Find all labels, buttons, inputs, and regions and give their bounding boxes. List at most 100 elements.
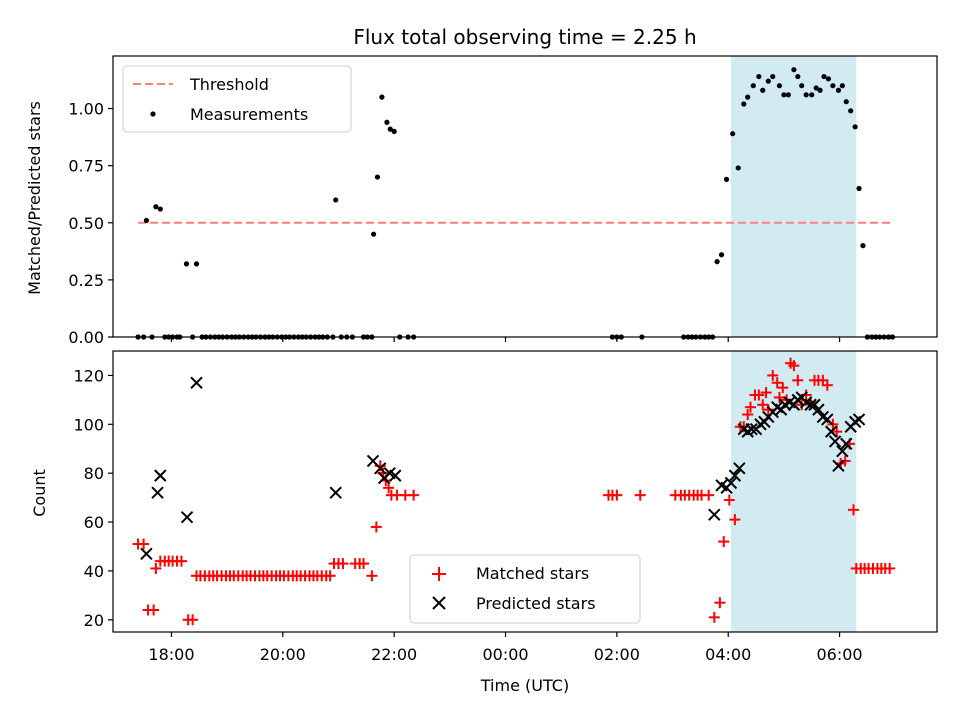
top-x-ticks xyxy=(170,337,841,342)
bottom-x-tick-label: 02:00 xyxy=(594,645,640,664)
bottom-legend-box xyxy=(409,554,641,624)
predicted-star-point xyxy=(190,376,203,389)
bottom-y-tick-label: 120 xyxy=(73,366,104,385)
bottom-x-tick-label: 00:00 xyxy=(482,645,528,664)
measurement-point xyxy=(730,131,736,137)
bottom-x-tick-label: 22:00 xyxy=(371,645,417,664)
measurement-point xyxy=(799,83,805,89)
top-axes-frame xyxy=(112,55,938,338)
matched-star-point xyxy=(703,489,715,501)
bottom-y-tick-label: 100 xyxy=(73,415,104,434)
predicted-star-point xyxy=(804,398,817,411)
measurement-point xyxy=(153,204,159,210)
matched-star-point xyxy=(708,611,720,623)
measurement-point xyxy=(183,261,190,267)
predicted-legend-swatch xyxy=(432,596,446,610)
measurement-point xyxy=(374,174,381,180)
measurement-point xyxy=(803,92,809,98)
measurement-point xyxy=(821,73,827,80)
measurement-point xyxy=(770,73,776,80)
top-panel: 0.00 0.25 0.50 0.75 1.00 Matched/Predicted s… xyxy=(25,55,938,347)
bottom-y-tick-label: 80 xyxy=(84,464,104,483)
matched-star-point xyxy=(729,514,741,526)
measurement-point xyxy=(860,243,866,249)
matched-star-point xyxy=(767,369,779,381)
bottom-x-ticks: 18:00 20:00 22:00 00:00 02:00 04:00 06:00 xyxy=(148,632,863,664)
bottom-shaded-region xyxy=(731,351,857,632)
measurement-point xyxy=(809,92,815,98)
predicted-legend-label: Predicted stars xyxy=(476,594,596,613)
top-y-axis-label: Matched/Predicted stars xyxy=(25,101,44,295)
measurement-point xyxy=(718,252,725,258)
bottom-y-axis-label: Count xyxy=(30,469,49,517)
predicted-star-point xyxy=(745,422,758,436)
predicted-star-point xyxy=(140,547,153,561)
predicted-stars-points xyxy=(140,376,866,561)
matched-star-point xyxy=(821,379,833,391)
bottom-x-axis-label: Time (UTC) xyxy=(480,676,569,695)
matched-star-point xyxy=(742,409,754,421)
measurement-point xyxy=(785,92,791,98)
matched-star-point xyxy=(723,494,735,506)
predicted-star-point xyxy=(840,437,853,451)
measurement-point xyxy=(856,185,862,192)
matched-star-point xyxy=(370,521,382,533)
top-y-tick-label: 0.25 xyxy=(68,271,104,290)
bottom-x-tick-label: 04:00 xyxy=(705,645,751,664)
matched-star-point xyxy=(757,399,769,411)
top-y-tick-label: 0.00 xyxy=(68,328,104,347)
matched-star-point xyxy=(777,382,789,394)
threshold-legend-label: Threshold xyxy=(189,75,269,94)
top-y-tick-label: 1.00 xyxy=(68,100,104,119)
matched-star-point xyxy=(337,558,349,570)
matched-star-point xyxy=(187,614,199,626)
matched-star-point xyxy=(324,570,336,582)
bottom-panel: 20 40 60 80 100 120 18:00 20:00 22:00 00:00 02:00… xyxy=(30,350,938,695)
measurement-point xyxy=(333,197,339,203)
matched-star-point xyxy=(771,377,783,389)
measurement-point xyxy=(825,76,832,82)
matched-star-point xyxy=(148,604,160,616)
predicted-star-point xyxy=(832,459,845,473)
matched-star-point xyxy=(753,389,765,401)
bottom-x-tick-label: 06:00 xyxy=(817,645,863,664)
measurement-point xyxy=(379,94,385,100)
bottom-y-tick-label: 20 xyxy=(84,611,104,630)
matched-star-point xyxy=(839,455,851,467)
measurement-point xyxy=(143,217,150,224)
top-shaded-region xyxy=(731,56,857,337)
matched-star-point xyxy=(884,562,896,574)
matched-star-point xyxy=(634,489,646,501)
matched-star-point xyxy=(788,360,800,372)
measurement-point xyxy=(741,101,747,107)
bottom-y-ticks: 20 40 60 80 100 120 xyxy=(73,366,113,630)
measurement-point xyxy=(835,87,842,93)
matched-star-point xyxy=(744,401,756,413)
chart-title: Flux total observing time = 2.25 h xyxy=(353,25,696,49)
bottom-axes-frame xyxy=(112,350,938,633)
matched-star-point xyxy=(408,489,420,501)
measurement-point xyxy=(839,83,845,89)
matched-star-point xyxy=(762,404,774,416)
top-y-ticks: 0.00 0.25 0.50 0.75 1.00 xyxy=(68,100,113,347)
measurement-point xyxy=(387,126,393,132)
measurement-point xyxy=(781,92,787,98)
measurements-legend-swatch xyxy=(150,111,156,117)
measurement-point xyxy=(723,176,730,182)
predicted-star-point xyxy=(329,486,342,499)
bottom-x-tick-label: 18:00 xyxy=(148,645,194,664)
measurement-point xyxy=(157,206,163,212)
matched-star-point xyxy=(714,597,726,609)
predicted-star-point xyxy=(154,469,167,482)
measurement-point xyxy=(756,73,762,80)
predicted-star-point xyxy=(852,413,866,426)
predicted-star-point xyxy=(728,469,742,482)
matched-star-point xyxy=(831,426,843,438)
measurement-point xyxy=(714,259,720,265)
matched-legend-swatch xyxy=(432,567,446,581)
measurement-point xyxy=(391,128,397,134)
predicted-star-point xyxy=(733,462,746,475)
bottom-legend: Matched stars Predicted stars xyxy=(409,554,641,624)
matched-star-point xyxy=(175,555,187,567)
